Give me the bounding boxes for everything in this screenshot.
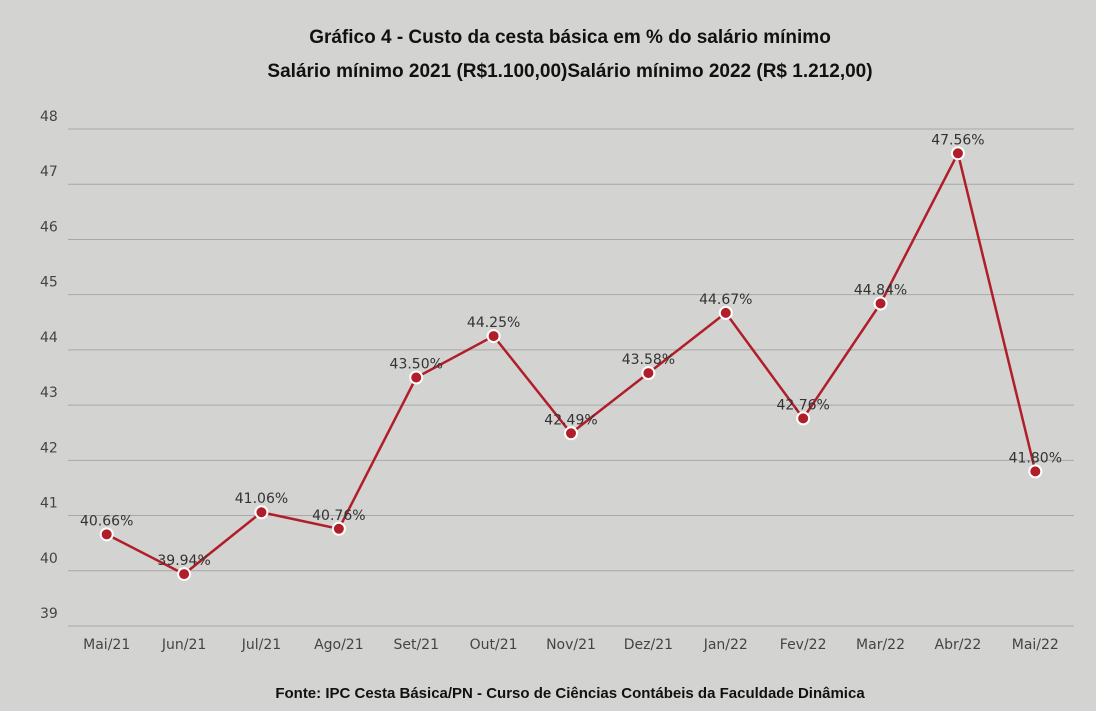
data-point [331,521,346,536]
data-point [409,370,424,385]
x-tick-label: Mai/21 [83,637,130,653]
y-tick-label: 45 [40,275,58,291]
data-label: 41.80% [1009,450,1062,466]
data-point [486,329,501,344]
data-label: 43.58% [622,352,675,368]
data-label: 44.67% [699,292,752,308]
x-tick-label: Jul/21 [241,637,281,653]
data-label: 42.76% [776,397,829,413]
y-tick-label: 47 [40,164,58,180]
x-tick-label: Mar/22 [856,637,905,653]
data-point [99,527,114,542]
x-tick-label: Out/21 [470,637,518,653]
x-tick-label: Set/21 [393,637,439,653]
x-tick-label: Jan/22 [703,637,748,653]
data-point [641,366,656,381]
data-point [564,426,578,441]
data-label: 44.25% [467,315,520,331]
data-point [177,567,192,582]
y-tick-label: 41 [40,496,58,512]
chart-subtitle: Salário mínimo 2021 (R$1.100,00)Salário … [267,61,872,82]
data-label: 40.76% [312,508,365,524]
data-label: 44.84% [854,283,907,299]
y-tick-label: 46 [40,219,58,235]
data-point [796,411,811,426]
y-tick-label: 40 [40,551,58,567]
x-tick-label: Ago/21 [314,637,364,653]
x-tick-label: Dez/21 [624,637,673,653]
x-tick-label: Mai/22 [1012,637,1059,653]
data-label: 43.50% [390,357,443,373]
data-point [718,305,733,320]
y-tick-label: 39 [40,606,58,622]
y-tick-label: 42 [40,440,58,456]
x-tick-label: Fev/22 [780,637,827,653]
source-note: Fonte: IPC Cesta Básica/PN - Curso de Ci… [275,685,865,702]
data-label: 39.94% [157,553,210,569]
x-tick-label: Nov/21 [546,637,596,653]
data-point [873,296,888,311]
data-label: 47.56% [931,132,984,148]
y-tick-label: 44 [40,330,58,346]
chart-title: Gráfico 4 - Custo da cesta básica em % d… [309,27,831,48]
data-label: 42.49% [544,412,597,428]
data-label: 40.66% [80,513,133,529]
x-tick-label: Jun/21 [161,637,206,653]
data-point [254,505,269,520]
data-label: 41.06% [235,491,288,507]
x-tick-label: Abr/22 [935,637,982,653]
y-tick-label: 48 [40,109,58,125]
data-point [950,146,965,161]
data-point [1028,464,1043,479]
y-tick-label: 43 [40,385,58,401]
